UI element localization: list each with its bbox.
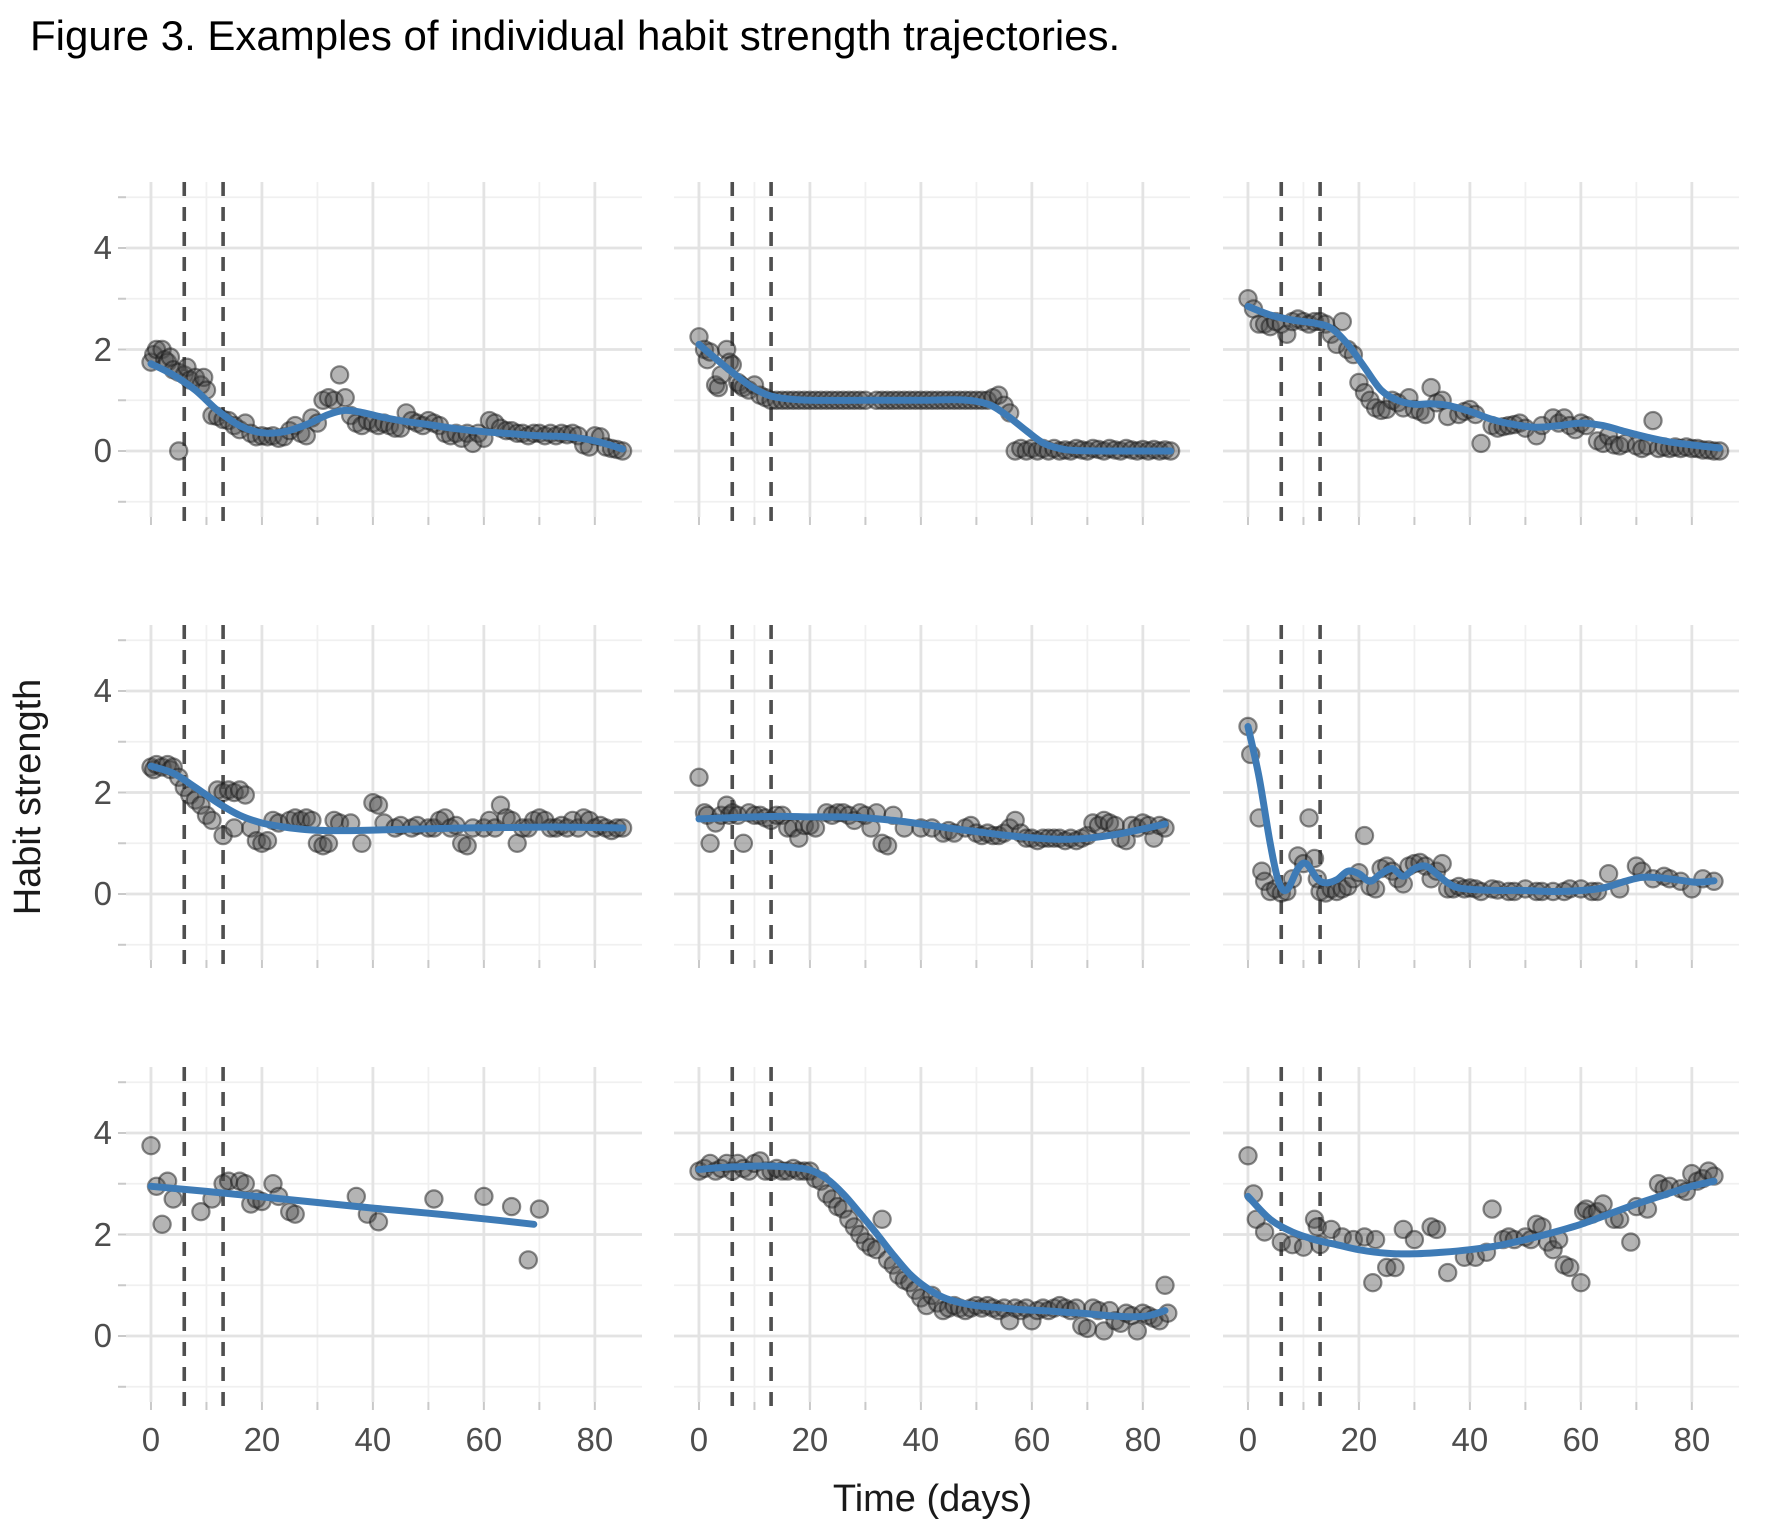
x-tick-label: 20	[243, 1421, 281, 1458]
x-axis-label: Time (days)	[832, 1478, 1033, 1520]
panel-row3-col3	[1223, 1067, 1739, 1414]
panel-row1-col2	[674, 182, 1190, 529]
figure-title: Figure 3. Examples of individual habit s…	[30, 12, 1121, 59]
x-tick-label: 80	[576, 1421, 614, 1458]
x-tick-label: 40	[1451, 1421, 1489, 1458]
x-tick-label: 80	[1673, 1421, 1711, 1458]
y-tick-label: 4	[93, 1113, 112, 1151]
y-tick-label: 2	[93, 330, 112, 368]
x-tick-label: 40	[902, 1421, 940, 1458]
x-tick-label: 0	[689, 1421, 709, 1458]
x-tick-label: 0	[141, 1421, 161, 1458]
panel-row1-col3	[1223, 182, 1739, 529]
x-tick-label: 60	[1013, 1421, 1051, 1458]
y-tick-label: 4	[93, 671, 112, 709]
y-axis-label: Habit strength	[7, 678, 49, 916]
panel-row2-col3	[1223, 625, 1739, 972]
panel-row3-col2	[674, 1067, 1190, 1414]
x-tick-label: 80	[1124, 1421, 1162, 1458]
x-tick-label: 60	[1562, 1421, 1600, 1458]
y-tick-label: 0	[93, 875, 112, 912]
x-tick-label: 20	[1340, 1421, 1378, 1458]
x-tick-label: 40	[354, 1421, 392, 1458]
y-tick-label: 4	[93, 228, 112, 266]
panel-row3-col1	[118, 1067, 642, 1414]
y-tick-label: 0	[93, 432, 112, 469]
x-tick-label: 60	[465, 1421, 503, 1458]
x-tick-label: 20	[791, 1421, 829, 1458]
x-tick-label: 0	[1238, 1421, 1258, 1458]
panel-row1-col1	[118, 182, 642, 529]
y-tick-label: 2	[93, 1215, 112, 1253]
y-tick-label: 0	[93, 1317, 112, 1354]
panel-row2-col2	[674, 625, 1190, 972]
y-tick-label: 2	[93, 773, 112, 811]
panel-row2-col1	[118, 625, 642, 972]
